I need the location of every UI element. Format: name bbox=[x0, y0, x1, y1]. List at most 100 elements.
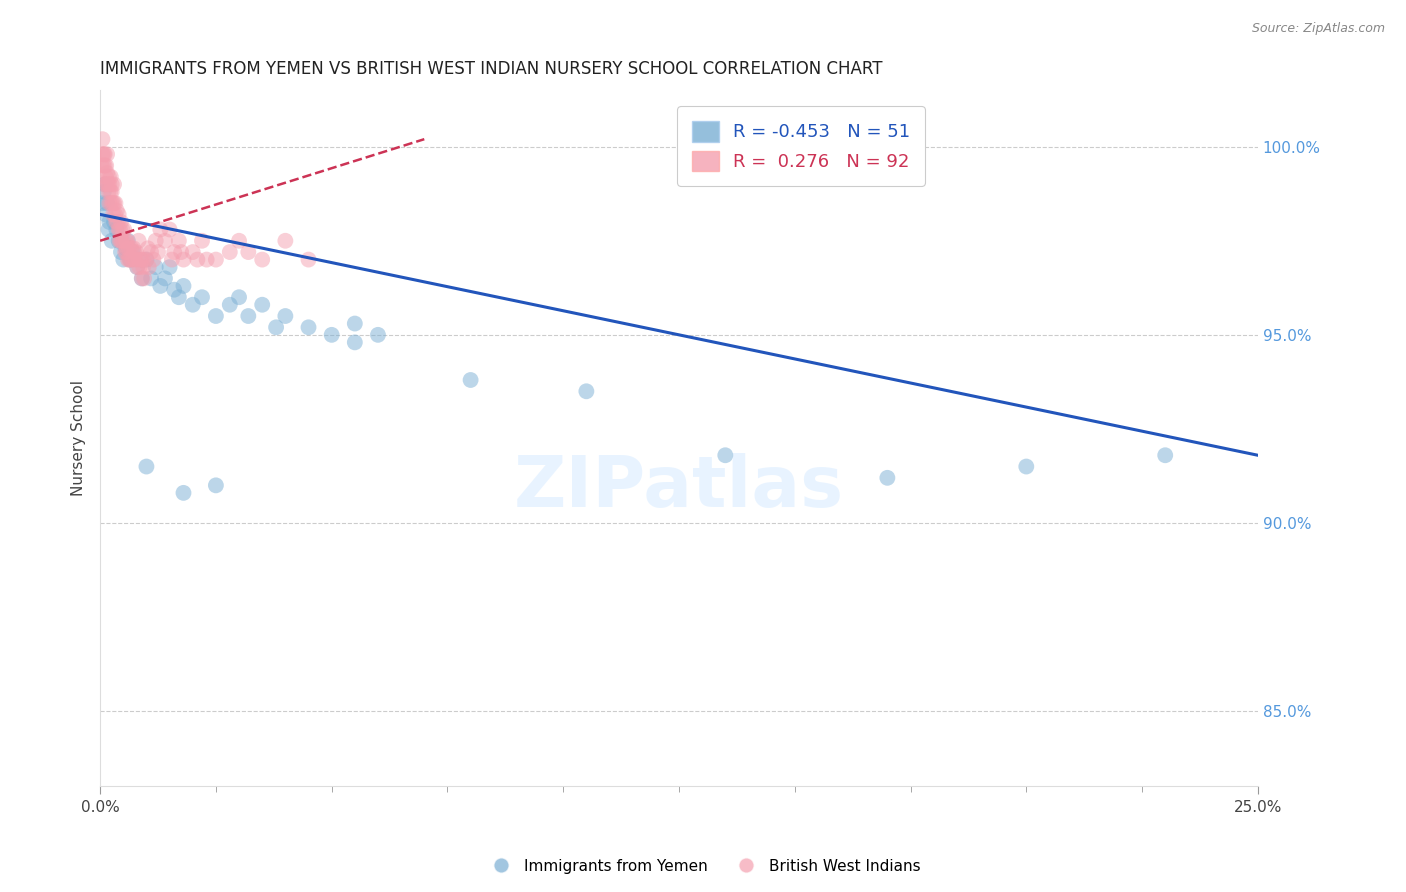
Point bbox=[96, 147, 118, 161]
Point bbox=[167, 234, 190, 248]
Point bbox=[97, 185, 120, 199]
Point bbox=[142, 252, 165, 267]
Point bbox=[131, 271, 153, 285]
Point bbox=[107, 215, 129, 229]
Point bbox=[250, 252, 273, 267]
Point bbox=[97, 222, 120, 236]
Point bbox=[297, 320, 319, 334]
Point bbox=[94, 159, 117, 173]
Point bbox=[112, 234, 135, 248]
Point bbox=[181, 245, 204, 260]
Point bbox=[108, 222, 131, 236]
Point bbox=[173, 252, 195, 267]
Point bbox=[111, 222, 134, 236]
Point bbox=[94, 207, 117, 221]
Point bbox=[132, 260, 155, 274]
Point bbox=[96, 178, 118, 192]
Legend: Immigrants from Yemen, British West Indians: Immigrants from Yemen, British West Indi… bbox=[479, 853, 927, 880]
Point bbox=[112, 222, 135, 236]
Point bbox=[93, 159, 115, 173]
Point bbox=[205, 478, 228, 492]
Point bbox=[173, 486, 195, 500]
Point bbox=[90, 159, 112, 173]
Point bbox=[120, 252, 142, 267]
Point bbox=[218, 245, 240, 260]
Legend: R = -0.453   N = 51, R =  0.276   N = 92: R = -0.453 N = 51, R = 0.276 N = 92 bbox=[678, 106, 925, 186]
Y-axis label: Nursery School: Nursery School bbox=[72, 380, 86, 496]
Point bbox=[128, 234, 150, 248]
Point bbox=[714, 448, 737, 462]
Point bbox=[134, 271, 156, 285]
Point bbox=[218, 298, 240, 312]
Point bbox=[91, 147, 114, 161]
Point bbox=[145, 234, 167, 248]
Point bbox=[135, 459, 157, 474]
Point bbox=[250, 298, 273, 312]
Point bbox=[93, 185, 115, 199]
Point bbox=[122, 241, 145, 255]
Point bbox=[114, 245, 136, 260]
Point bbox=[1015, 459, 1038, 474]
Point bbox=[131, 271, 153, 285]
Point bbox=[93, 147, 115, 161]
Point bbox=[153, 234, 176, 248]
Point bbox=[110, 215, 132, 229]
Point bbox=[127, 260, 149, 274]
Point bbox=[104, 196, 127, 211]
Point bbox=[153, 271, 176, 285]
Point bbox=[94, 169, 117, 184]
Point bbox=[103, 178, 125, 192]
Point bbox=[127, 260, 149, 274]
Point bbox=[96, 196, 118, 211]
Point bbox=[138, 260, 160, 274]
Point bbox=[186, 252, 208, 267]
Point bbox=[101, 196, 124, 211]
Point bbox=[191, 290, 214, 304]
Point bbox=[135, 252, 157, 267]
Point bbox=[105, 222, 128, 236]
Point bbox=[115, 245, 138, 260]
Point bbox=[149, 279, 172, 293]
Point bbox=[94, 159, 117, 173]
Point bbox=[117, 252, 139, 267]
Point bbox=[100, 185, 122, 199]
Point bbox=[108, 234, 131, 248]
Point bbox=[107, 222, 129, 236]
Point bbox=[94, 147, 117, 161]
Point bbox=[876, 471, 898, 485]
Point bbox=[103, 196, 125, 211]
Point bbox=[96, 166, 118, 180]
Point bbox=[107, 207, 129, 221]
Point bbox=[367, 327, 389, 342]
Point bbox=[100, 196, 122, 211]
Point bbox=[118, 252, 141, 267]
Point bbox=[274, 234, 297, 248]
Point bbox=[139, 245, 162, 260]
Point bbox=[104, 207, 127, 221]
Point bbox=[114, 234, 136, 248]
Point bbox=[132, 252, 155, 267]
Point bbox=[343, 317, 366, 331]
Point bbox=[97, 169, 120, 184]
Text: ZIPatlas: ZIPatlas bbox=[515, 452, 844, 522]
Point bbox=[114, 241, 136, 255]
Point bbox=[228, 234, 250, 248]
Point bbox=[297, 252, 319, 267]
Point bbox=[163, 245, 186, 260]
Point bbox=[129, 252, 152, 267]
Point bbox=[321, 327, 343, 342]
Point bbox=[91, 132, 114, 146]
Point bbox=[105, 215, 128, 229]
Point bbox=[101, 207, 124, 221]
Point bbox=[91, 196, 114, 211]
Point bbox=[98, 185, 121, 199]
Point bbox=[112, 252, 135, 267]
Point bbox=[117, 234, 139, 248]
Point bbox=[111, 234, 134, 248]
Point bbox=[120, 241, 142, 255]
Point bbox=[228, 290, 250, 304]
Point bbox=[170, 245, 193, 260]
Point bbox=[205, 309, 228, 323]
Point bbox=[181, 298, 204, 312]
Point bbox=[93, 178, 115, 192]
